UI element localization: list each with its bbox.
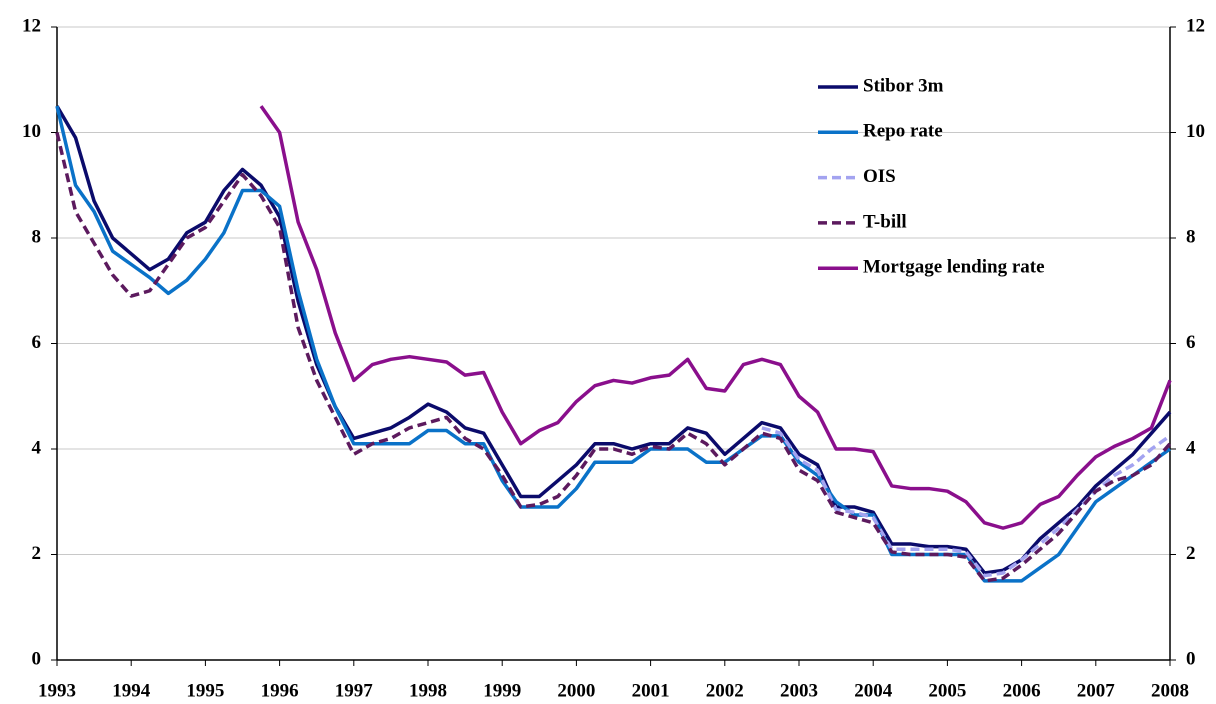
x-tick-label: 2005 — [928, 680, 966, 701]
series-line — [55, 105, 1172, 575]
series-line — [55, 105, 1172, 583]
y2-tick-label: 6 — [1186, 332, 1196, 353]
x-tick-label: 2003 — [780, 680, 818, 701]
y-tick-label: 4 — [32, 437, 42, 458]
y2-tick-label: 12 — [1186, 15, 1205, 36]
legend-label: Stibor 3m — [863, 75, 944, 96]
x-tick-label: 2004 — [854, 680, 893, 701]
series-line — [259, 105, 1172, 530]
y-tick-label: 2 — [32, 543, 42, 564]
x-tick-label: 1995 — [186, 680, 224, 701]
y-tick-label: 0 — [32, 648, 42, 669]
y2-tick-label: 4 — [1186, 437, 1196, 458]
x-tick-label: 2007 — [1077, 680, 1116, 701]
legend-label: OIS — [863, 166, 896, 187]
y-tick-label: 8 — [32, 226, 42, 247]
x-tick-label: 1997 — [335, 680, 374, 701]
x-tick-label: 2001 — [632, 680, 670, 701]
x-tick-label: 1998 — [409, 680, 447, 701]
x-tick-label: 2008 — [1151, 680, 1189, 701]
x-tick-label: 2000 — [557, 680, 595, 701]
y-tick-label: 12 — [22, 15, 41, 36]
series-line — [761, 426, 1172, 578]
x-tick-label: 2002 — [706, 680, 744, 701]
series-line — [55, 132, 1172, 583]
legend-label: Repo rate — [863, 121, 943, 142]
x-tick-label: 1994 — [112, 680, 151, 701]
y2-tick-label: 8 — [1186, 226, 1196, 247]
y2-tick-label: 2 — [1186, 543, 1196, 564]
y2-tick-label: 10 — [1186, 121, 1205, 142]
x-tick-label: 1993 — [38, 680, 76, 701]
legend-label: T-bill — [863, 211, 907, 232]
y2-tick-label: 0 — [1186, 648, 1196, 669]
x-tick-label: 1996 — [261, 680, 299, 701]
y-tick-label: 10 — [22, 121, 41, 142]
legend-label: Mortgage lending rate — [863, 257, 1045, 278]
x-tick-label: 2006 — [1003, 680, 1041, 701]
x-tick-label: 1999 — [483, 680, 521, 701]
y-tick-label: 6 — [32, 332, 42, 353]
